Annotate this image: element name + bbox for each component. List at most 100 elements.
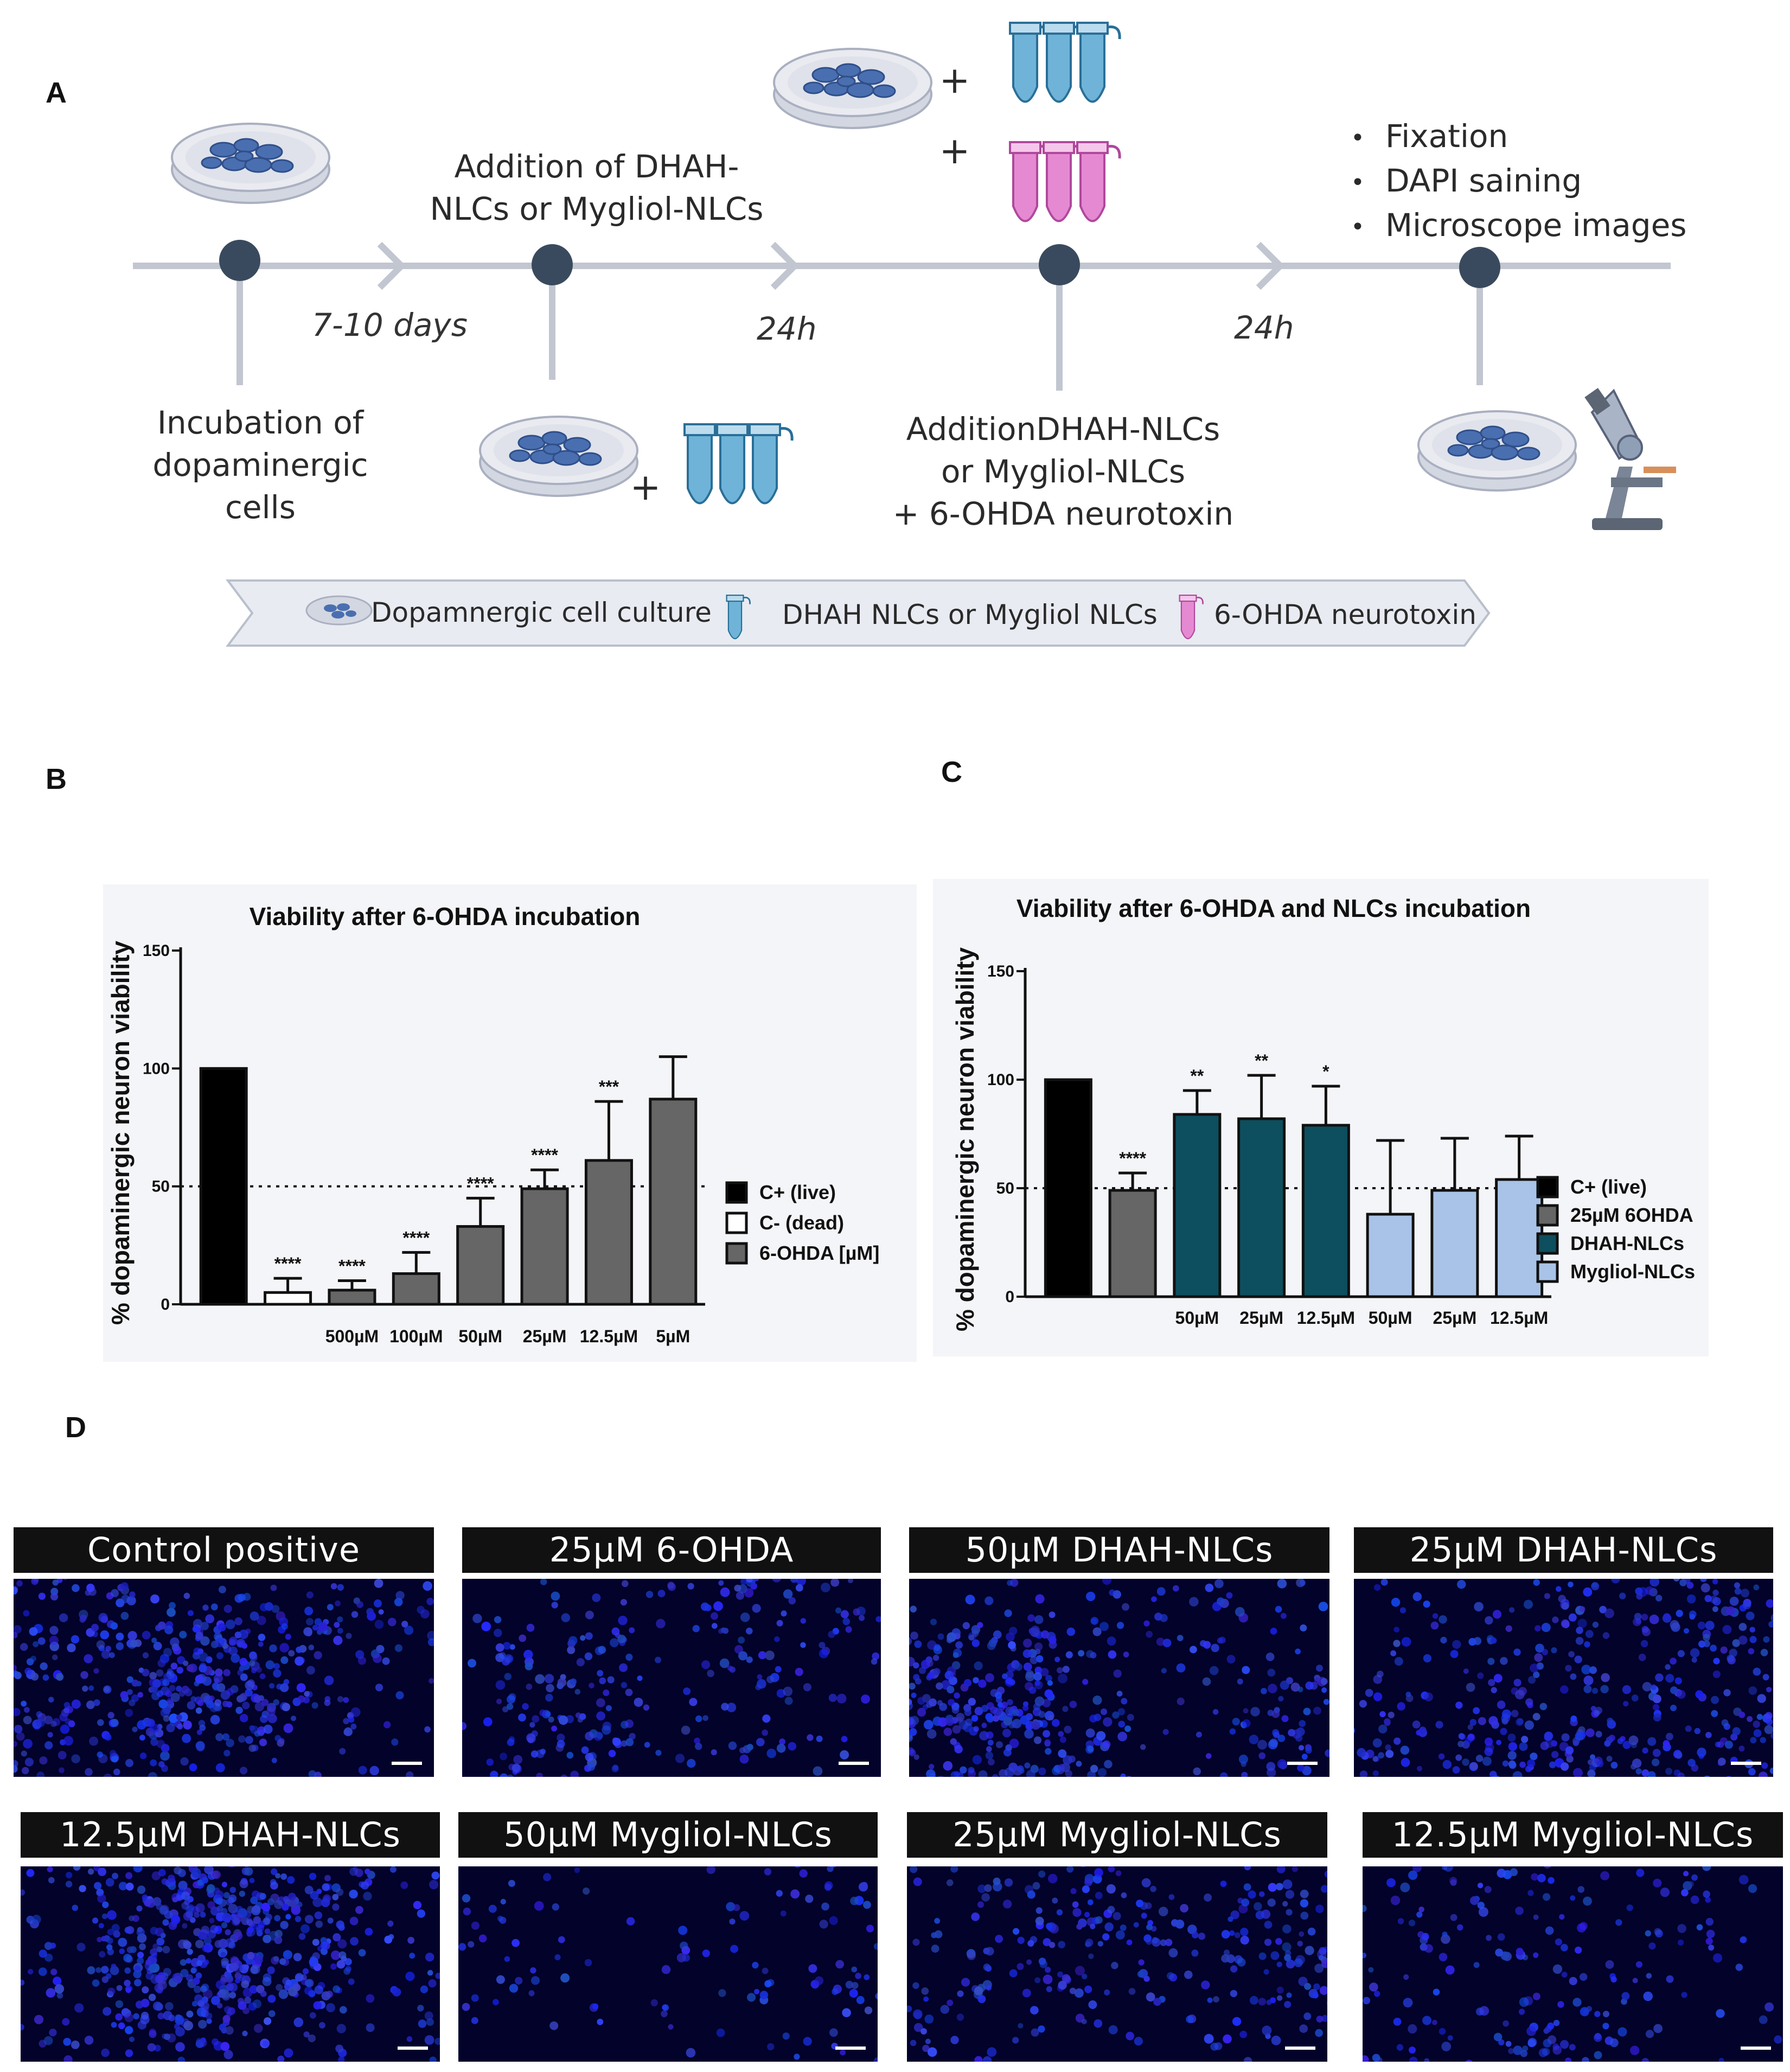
y-tick-label: 150 [987, 962, 1014, 980]
significance-label: *** [599, 1077, 619, 1096]
micrograph-image [458, 1866, 878, 2062]
bar [1366, 1213, 1415, 1298]
micrograph-image [462, 1579, 881, 1777]
legend-label: C+ (live) [759, 1181, 836, 1203]
plus-sign-1: + [630, 466, 661, 509]
legend-label: 25µM 6OHDA [1570, 1204, 1693, 1226]
y-axis-label: % dopaminergic neuron viability [951, 947, 979, 1331]
x-tick-label: 5µM [656, 1327, 690, 1346]
bar [649, 1098, 698, 1306]
x-tick-label: 12.5µM [1297, 1308, 1355, 1328]
x-tick-label: 100µM [389, 1327, 443, 1346]
legend-cell-culture: Dopamnergic cell culture [371, 597, 712, 628]
bar [199, 1067, 248, 1306]
y-tick-label: 0 [1005, 1288, 1014, 1306]
significance-label: **** [531, 1145, 558, 1165]
nuclei-field [458, 1866, 878, 2062]
scale-bar [839, 1762, 869, 1765]
y-tick-label: 0 [161, 1296, 170, 1314]
micrograph-label: 12.5µM Mygliol-NLCs [1363, 1812, 1783, 1858]
nuclei-field [462, 1579, 881, 1777]
legend-label: Mygliol-NLCs [1570, 1260, 1695, 1283]
micrograph-label: 50µM Mygliol-NLCs [458, 1812, 878, 1858]
nuclei-field [1363, 1866, 1782, 2062]
step3-text: AdditionDHAH-NLCs or Mygliol-NLCs + 6-OHDA… [892, 411, 1234, 532]
legend-banner [226, 579, 1491, 647]
legend-swatch [725, 1242, 748, 1265]
bullet-fixation: Fixation [1351, 115, 1687, 160]
panel-label-b: B [46, 763, 67, 795]
bar [456, 1225, 505, 1306]
x-tick-label: 50µM [1369, 1308, 1412, 1328]
micrograph-label: 12.5µM DHAH-NLCs [21, 1812, 440, 1858]
micrograph-image [21, 1866, 440, 2062]
significance-label: **** [402, 1228, 430, 1247]
bar [264, 1291, 312, 1306]
micrograph-image [1354, 1579, 1773, 1777]
significance-label: **** [338, 1257, 366, 1276]
bullet-microscope: Microscope images [1351, 204, 1687, 248]
legend-label: C+ (live) [1570, 1176, 1647, 1198]
duration-3: 24h [1234, 309, 1294, 346]
x-tick-label: 25µM [1239, 1308, 1283, 1328]
plus-sign-3: + [939, 130, 970, 173]
bar [1430, 1189, 1479, 1298]
micrograph-label: 50µM DHAH-NLCs [909, 1527, 1329, 1573]
legend-swatch [725, 1181, 748, 1204]
significance-label: **** [467, 1174, 494, 1193]
step2-text: Addition of DHAH- NLCs or Mygliol-NLCs [430, 148, 764, 227]
y-tick-label: 100 [987, 1071, 1014, 1089]
significance-label: * [1322, 1062, 1329, 1081]
scale-bar [1287, 1762, 1318, 1765]
x-tick-label: 50µM [458, 1327, 502, 1346]
micrograph-image [909, 1579, 1329, 1777]
bar [328, 1289, 376, 1306]
micrograph-image [14, 1579, 434, 1777]
legend-neurotoxin: 6-OHDA neurotoxin [1214, 599, 1476, 630]
legend-label: DHAH-NLCs [1570, 1232, 1684, 1254]
step4-bullets: Fixation DAPI saining Microscope images [1351, 115, 1687, 248]
micrograph-label: 25µM 6-OHDA [462, 1527, 881, 1573]
scale-bar [1741, 2047, 1771, 2050]
legend-swatch [1536, 1204, 1559, 1227]
y-axis-label: % dopaminergic neuron viability [106, 941, 135, 1325]
chart-b-group: Viability after 6-OHDA incubation % dopam… [103, 884, 917, 1362]
legend-swatch [1536, 1232, 1559, 1255]
significance-label: ** [1255, 1051, 1268, 1070]
nuclei-field [909, 1579, 1329, 1777]
x-tick-label: 12.5µM [580, 1327, 638, 1346]
timeline-graphic [133, 0, 1676, 530]
nuclei-field [907, 1866, 1327, 2062]
panel-label-d: D [65, 1411, 86, 1444]
panel-label-a: A [46, 76, 67, 109]
legend-label: C- (dead) [759, 1212, 844, 1234]
bar [392, 1272, 440, 1306]
x-tick-label: 50µM [1175, 1308, 1219, 1328]
bar [1044, 1078, 1092, 1298]
bar [1301, 1124, 1350, 1298]
bar [1108, 1189, 1157, 1298]
x-tick-label: 25µM [1433, 1308, 1477, 1328]
legend-swatch [1536, 1176, 1559, 1198]
micrograph-image [907, 1866, 1327, 2062]
scale-bar [1731, 1762, 1761, 1765]
y-tick-label: 100 [143, 1060, 170, 1078]
significance-label: **** [1119, 1149, 1146, 1168]
scale-bar [392, 1762, 422, 1765]
bar [1173, 1113, 1222, 1298]
scale-bar [835, 2047, 866, 2050]
y-tick-label: 150 [143, 942, 170, 960]
chart-title: Viability after 6-OHDA incubation [250, 902, 641, 930]
legend-swatch [725, 1212, 748, 1234]
step1-text: Incubation of dopaminergic cells [152, 404, 368, 526]
y-tick-label: 50 [152, 1178, 170, 1196]
bar [1237, 1117, 1286, 1298]
micrograph-label: 25µM Mygliol-NLCs [907, 1812, 1327, 1858]
panel-label-c: C [941, 756, 962, 788]
micrograph-image [1363, 1866, 1783, 2062]
micrograph-label: 25µM DHAH-NLCs [1354, 1527, 1773, 1573]
x-tick-label: 500µM [325, 1327, 379, 1346]
legend-swatch [1536, 1260, 1559, 1283]
significance-label: **** [274, 1254, 302, 1273]
